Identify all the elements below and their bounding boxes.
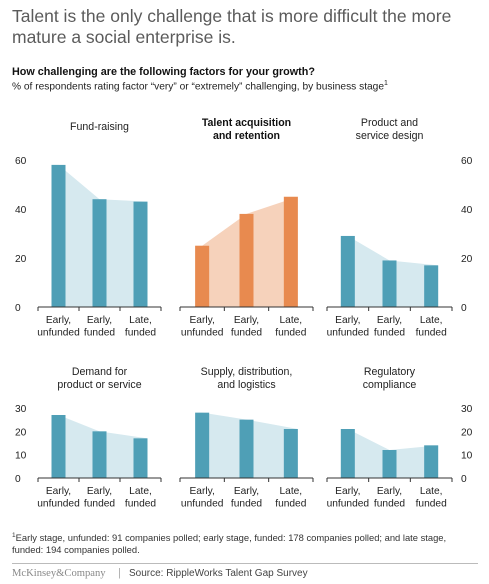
bar-panel-4-1 [51,415,66,478]
source-note: Source: RippleWorks Talent Gap Survey [129,568,308,579]
y-tick-label: 30 [461,404,473,415]
bar-panel-3-1 [340,235,355,307]
chart-question: How challenging are the following factor… [12,66,315,78]
x-tick-label: Early, funded [231,486,262,510]
bar-panel-5-3 [283,429,298,478]
bar-panel-1-1 [51,164,66,307]
bar-panel-6-3 [424,445,439,478]
subnote-text: % of respondents rating factor “very” or… [12,81,385,93]
bar-panel-6-1 [340,429,355,478]
x-tick-label: Early, unfunded [37,315,80,339]
x-tick-label: Late, funded [416,486,447,510]
y-tick-label: 40 [15,205,27,216]
x-tick-label: Early, unfunded [37,486,80,510]
chart-subnote: % of respondents rating factor “very” or… [12,80,388,92]
y-tick-label: 10 [461,451,473,462]
bar-panel-5-2 [239,419,254,478]
y-tick-label: 60 [15,156,27,167]
bar-panel-1-3 [133,201,148,307]
y-tick-label: 0 [461,303,467,314]
y-tick-label: 30 [15,404,27,415]
y-tick-label: 40 [461,205,473,216]
footnote: 1Early stage, unfunded: 91 companies pol… [12,530,472,556]
bar-panel-4-2 [92,431,107,478]
y-tick-label: 20 [15,254,27,265]
bar-panel-2-2 [239,213,254,307]
x-tick-label: Early, funded [231,315,262,339]
x-tick-label: Late, funded [125,315,156,339]
x-tick-label: Early, unfunded [327,315,370,339]
panel-title-2: Talent acquisition and retention [201,117,292,142]
x-tick-label: Early, funded [84,315,115,339]
panel-title-3: Product and service design [355,117,424,142]
bar-panel-2-3 [283,196,298,307]
x-tick-label: Early, funded [374,315,405,339]
x-tick-label: Late, funded [275,486,306,510]
bar-panel-5-1 [195,412,210,478]
x-tick-label: Early, unfunded [181,486,224,510]
footnote-text: Early stage, unfunded: 91 companies poll… [12,532,447,556]
bar-panel-3-3 [424,265,439,307]
footnote-marker: 1 [12,532,16,539]
panel-title-6: Regulatory compliance [362,366,417,391]
bar-panel-3-2 [382,260,397,307]
y-tick-label: 60 [461,156,473,167]
y-tick-label: 20 [461,427,473,438]
y-tick-label: 20 [461,254,473,265]
y-tick-label: 0 [15,474,21,485]
y-tick-label: 20 [15,427,27,438]
bar-panel-4-3 [133,438,148,478]
y-tick-label: 10 [15,451,27,462]
x-tick-label: Early, funded [374,486,405,510]
panel-title-4: Demand for product or service [57,366,142,391]
panel-title-1: Fund-raising [70,121,129,133]
x-tick-label: Late, funded [275,315,306,339]
x-tick-label: Late, funded [125,486,156,510]
bar-panel-6-2 [382,450,397,478]
x-tick-label: Early, unfunded [327,486,370,510]
y-tick-label: 0 [461,474,467,485]
x-tick-label: Late, funded [416,315,447,339]
y-tick-label: 0 [15,303,21,314]
bar-panel-1-2 [92,199,107,307]
footer-separator: | [118,567,121,579]
page-title: Talent is the only challenge that is mor… [12,6,452,47]
footer-divider [12,563,478,564]
panel-title-5: Supply, distribution, and logistics [200,366,293,391]
x-tick-label: Early, unfunded [181,315,224,339]
brand-logo: McKinsey&Company [12,568,106,579]
x-tick-label: Early, funded [84,486,115,510]
bar-panel-2-1 [195,245,210,307]
subnote-marker: 1 [384,80,388,87]
